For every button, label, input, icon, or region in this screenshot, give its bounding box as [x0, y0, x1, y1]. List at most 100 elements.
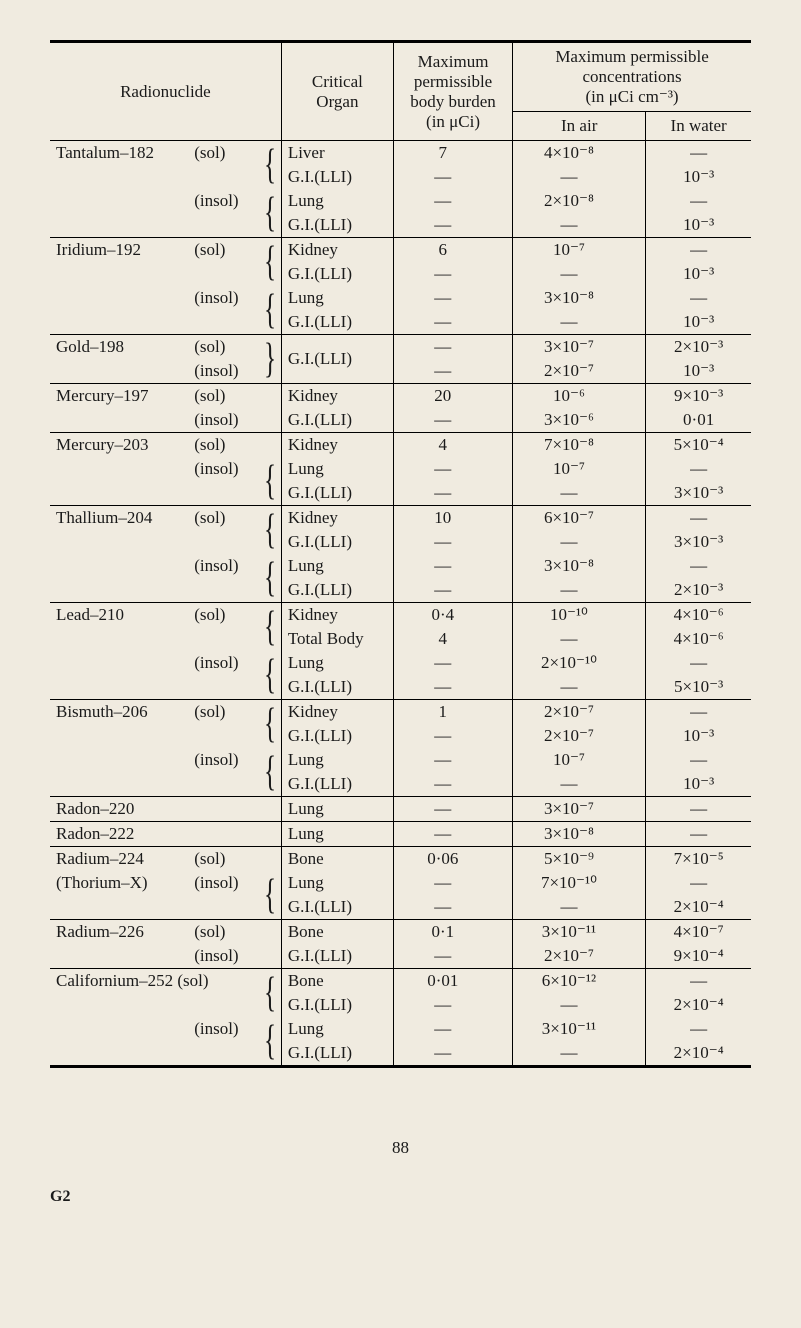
cell: — [646, 700, 751, 725]
brace: { [260, 554, 281, 603]
cell [625, 335, 646, 360]
cell [625, 724, 646, 748]
cell: — [393, 335, 491, 360]
brace [260, 944, 281, 969]
form [190, 993, 260, 1017]
cell [50, 286, 190, 310]
cell: — [393, 651, 491, 675]
cell: 4 [393, 433, 491, 458]
cell: 0·01 [646, 408, 751, 433]
cell [492, 1017, 513, 1041]
cell [625, 603, 646, 628]
cell: 7×10⁻⁸ [513, 433, 625, 458]
form: (sol) [190, 335, 260, 360]
cell [625, 286, 646, 310]
cell [625, 578, 646, 603]
cell: — [513, 310, 625, 335]
cell [50, 772, 190, 797]
cell: 10⁻⁷ [513, 457, 625, 481]
cell: 2×10⁻⁸ [513, 189, 625, 213]
cell [492, 772, 513, 797]
cell [625, 238, 646, 263]
cell: 10⁻⁷ [513, 748, 625, 772]
cell: G.I.(LLI) [281, 481, 393, 506]
cell: — [646, 871, 751, 895]
brace: { [260, 969, 281, 1018]
cell [492, 700, 513, 725]
cell: 2×10⁻⁷ [513, 944, 625, 969]
cell: Kidney [281, 506, 393, 531]
cell [625, 920, 646, 945]
form: (insol) [190, 944, 260, 969]
brace: { [260, 506, 281, 555]
brace: { [260, 286, 281, 335]
brace: { [260, 457, 281, 506]
cell: Lung [281, 797, 393, 822]
cell [625, 1041, 646, 1067]
cell: G.I.(LLI) [281, 944, 393, 969]
cell: — [393, 408, 491, 433]
cell [50, 944, 190, 969]
cell: Lung [281, 748, 393, 772]
cell [625, 822, 646, 847]
cell: — [513, 481, 625, 506]
cell [625, 433, 646, 458]
cell: 10⁻⁶ [513, 384, 625, 409]
cell: G.I.(LLI) [281, 675, 393, 700]
cell [625, 310, 646, 335]
cell: G.I.(LLI) [281, 530, 393, 554]
cell: — [646, 554, 751, 578]
form: (insol) [190, 651, 260, 675]
cell: 1 [393, 700, 491, 725]
brace [260, 847, 281, 872]
cell [492, 920, 513, 945]
form [190, 262, 260, 286]
radionuclide-name: Californium–252 (sol) [50, 969, 260, 994]
cell: — [646, 141, 751, 166]
cell: 5×10⁻⁴ [646, 433, 751, 458]
cell: 7×10⁻¹⁰ [513, 871, 625, 895]
form [190, 772, 260, 797]
brace: { [260, 603, 281, 652]
cell: — [646, 969, 751, 994]
form [190, 822, 260, 847]
cell: — [513, 530, 625, 554]
cell: 3×10⁻¹¹ [513, 1017, 625, 1041]
cell: — [513, 675, 625, 700]
cell [492, 993, 513, 1017]
cell: — [393, 262, 491, 286]
cell: Lung [281, 189, 393, 213]
cell: 3×10⁻⁸ [513, 286, 625, 310]
cell: G.I.(LLI) [281, 262, 393, 286]
cell [492, 408, 513, 433]
cell: — [393, 944, 491, 969]
cell [492, 627, 513, 651]
brace: { [260, 651, 281, 700]
cell: 7×10⁻⁵ [646, 847, 751, 872]
form [190, 310, 260, 335]
cell [50, 530, 190, 554]
cell: — [513, 578, 625, 603]
cell: Bone [281, 847, 393, 872]
cell [625, 1017, 646, 1041]
form: (insol) [190, 457, 260, 481]
cell: 5×10⁻³ [646, 675, 751, 700]
cell: 10⁻³ [646, 310, 751, 335]
cell [492, 384, 513, 409]
cell [492, 213, 513, 238]
cell: — [393, 481, 491, 506]
cell: — [393, 675, 491, 700]
cell [492, 603, 513, 628]
form: (insol) [190, 1017, 260, 1041]
cell: — [646, 286, 751, 310]
cell [492, 969, 513, 994]
radionuclide-name: Radium–224 [50, 847, 190, 872]
cell: 10⁻³ [646, 724, 751, 748]
cell [625, 408, 646, 433]
cell: G.I.(LLI) [281, 895, 393, 920]
radionuclide-subname: (Thorium–X) [50, 871, 190, 895]
cell: 6 [393, 238, 491, 263]
cell: 2×10⁻⁴ [646, 895, 751, 920]
cell [625, 797, 646, 822]
cell [625, 895, 646, 920]
